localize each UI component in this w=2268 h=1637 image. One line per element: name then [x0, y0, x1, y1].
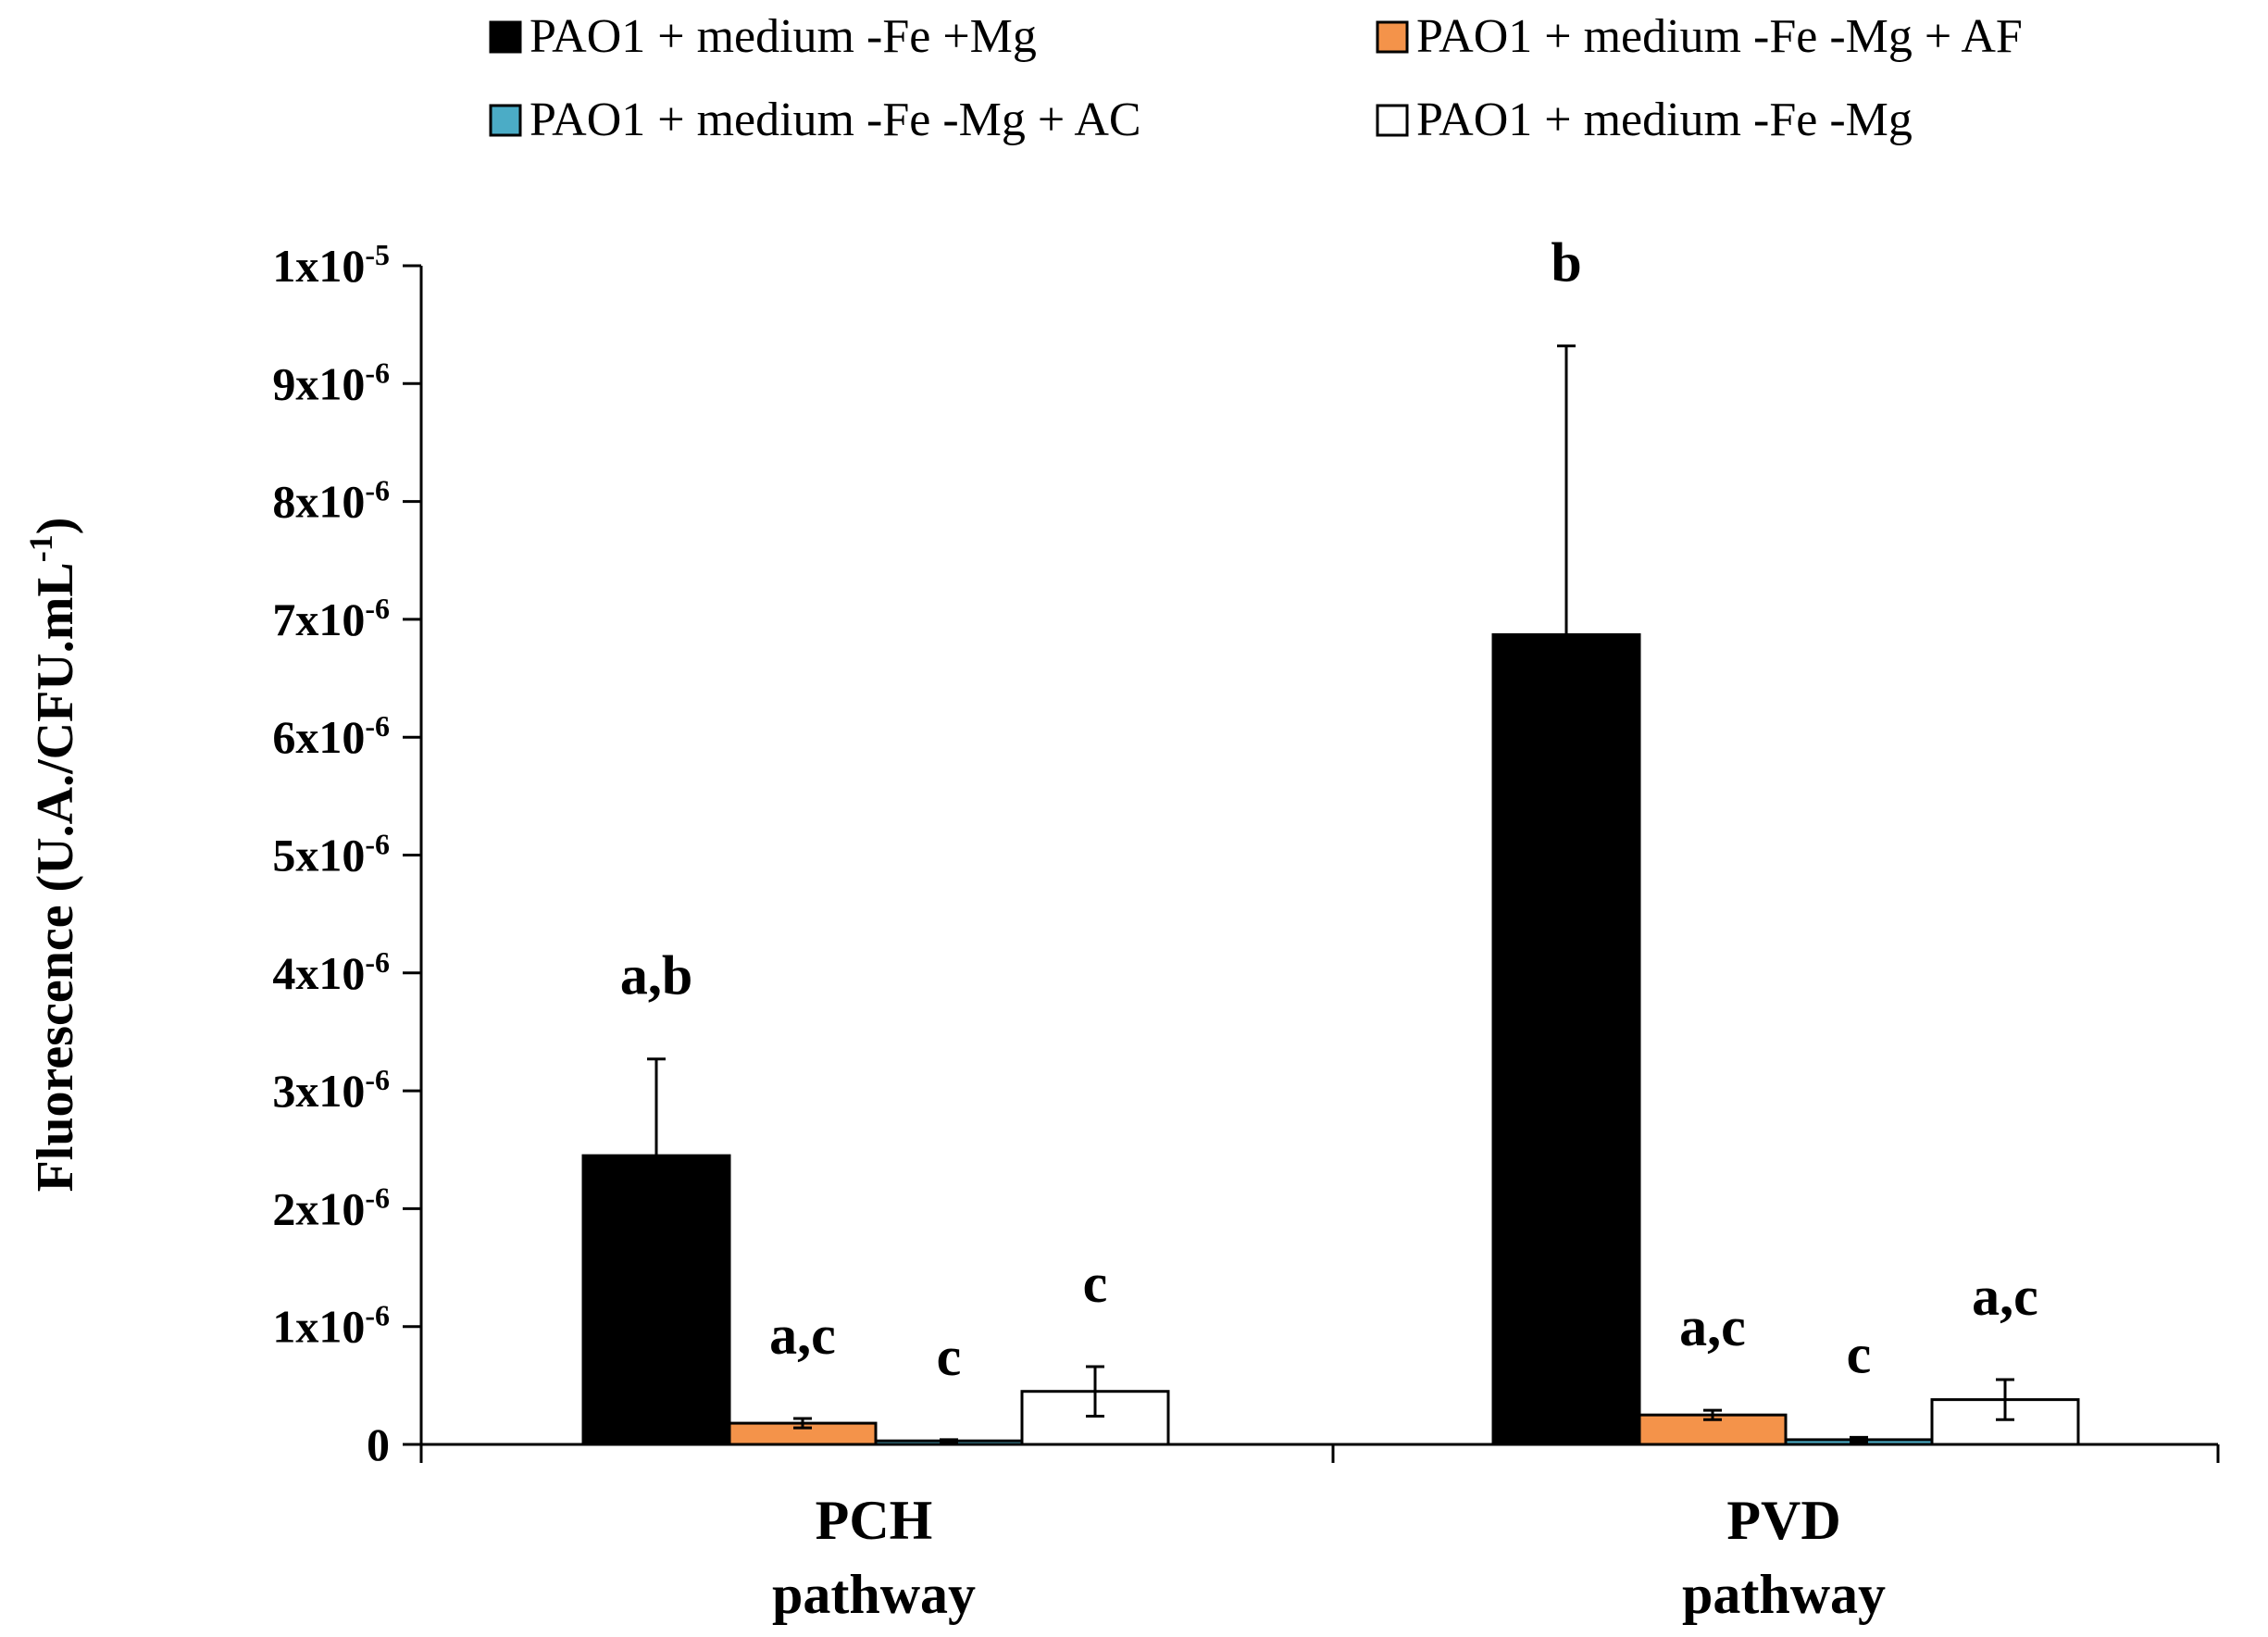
legend-label: PAO1 + medium -Fe -Mg + AF: [1416, 10, 2023, 63]
legend-swatch: [489, 104, 522, 137]
bar: [1491, 632, 1641, 1446]
error-bar: [940, 1438, 958, 1443]
y-tick-label: 7x10-6: [272, 592, 390, 645]
legend-label: PAO1 + medium -Fe -Mg: [1416, 94, 1913, 146]
category-label: PCH pathway: [772, 1490, 976, 1625]
legend: PAO1 + medium -Fe +Mg PAO1 + medium -Fe -…: [489, 10, 2023, 146]
error-bar: [1086, 1365, 1104, 1418]
category-labels: PCH pathway PVD pathway: [772, 1490, 1886, 1625]
bars: [581, 344, 2080, 1446]
category-label: PVD pathway: [1682, 1490, 1886, 1625]
y-tick-label: 5x10-6: [272, 828, 390, 881]
significance-label: a,b: [620, 945, 692, 1006]
legend-swatch: [489, 20, 522, 54]
y-tick-label: 2x10-6: [272, 1181, 390, 1234]
category-label-line2: pathway: [772, 1564, 976, 1625]
legend-entry: PAO1 + medium -Fe +Mg: [489, 10, 1037, 63]
legend-entry: PAO1 + medium -Fe -Mg + AF: [1376, 10, 2023, 63]
bar: [581, 1154, 731, 1446]
error-bar: [1703, 1408, 1722, 1421]
error-bar: [1996, 1378, 2014, 1421]
legend-swatch: [1376, 20, 1409, 54]
error-bar: [1557, 344, 1576, 635]
significance-label: b: [1551, 232, 1581, 294]
error-bar: [793, 1417, 812, 1430]
y-axis: 0 1x10-6 2x10-6 3x10-6 4x10-6 5x10-6 6x10-6 7x1…: [272, 238, 423, 1470]
legend-swatch: [1376, 104, 1409, 137]
y-axis-title: Fluorescence (U.A./CFU.mL-1): [22, 518, 84, 1193]
significance-label: a,c: [1972, 1266, 2038, 1327]
legend-entry: PAO1 + medium -Fe -Mg: [1376, 94, 1913, 146]
x-axis: [419, 1443, 2220, 1463]
y-tick-label: 9x10-6: [272, 356, 390, 409]
y-axis-label: Fluorescence (U.A./CFU.mL-1): [22, 518, 84, 1193]
significance-label: c: [1083, 1253, 1108, 1314]
y-tick-label: 3x10-6: [272, 1063, 390, 1117]
significance-label: a,c: [769, 1305, 836, 1366]
legend-entry: PAO1 + medium -Fe -Mg + AC: [489, 94, 1141, 146]
category-label-line2: pathway: [1682, 1564, 1886, 1625]
y-tick-label: 8x10-6: [272, 474, 390, 528]
error-bar: [1850, 1435, 1868, 1443]
legend-label: PAO1 + medium -Fe -Mg + AC: [530, 94, 1141, 146]
error-bar: [647, 1057, 666, 1156]
significance-label: a,c: [1679, 1296, 1746, 1357]
category-label-line1: PVD: [1726, 1490, 1840, 1551]
legend-label: PAO1 + medium -Fe +Mg: [530, 10, 1037, 63]
significance-label: c: [937, 1326, 962, 1387]
y-tick-label: 1x10-6: [272, 1299, 390, 1353]
y-tick-label: 6x10-6: [272, 709, 390, 763]
significance-label: c: [1847, 1323, 1872, 1384]
significance-labels: a,b a,c c c b a,c c a,c: [620, 232, 2038, 1387]
y-tick-label: 0: [367, 1418, 390, 1470]
y-tick-label: 1x10-5: [272, 238, 390, 292]
category-label-line1: PCH: [816, 1490, 933, 1551]
y-tick-label: 4x10-6: [272, 945, 390, 999]
